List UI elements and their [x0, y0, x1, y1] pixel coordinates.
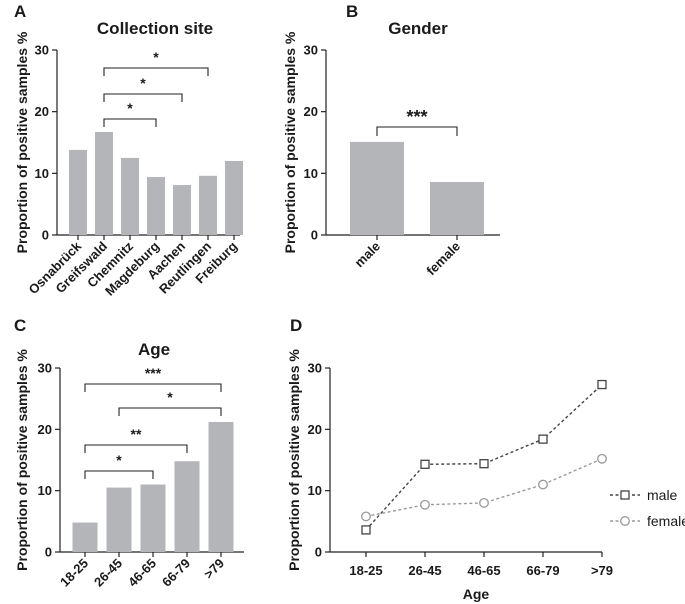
legend-label: male: [647, 487, 678, 503]
significance-bracket: [103, 93, 183, 102]
y-tick-label: 20: [38, 422, 52, 437]
significance-label: **: [131, 426, 142, 442]
point-male: [597, 379, 607, 390]
y-tick-label: 0: [42, 228, 49, 243]
chart-title: Gender: [388, 19, 448, 38]
significance-bracket: [118, 407, 222, 416]
point-female: [597, 453, 607, 464]
significance-bracket: [103, 67, 209, 76]
x-category-label: 66-79: [526, 563, 559, 578]
bar-46-65: [140, 484, 166, 552]
x-category-label: 46-65: [125, 556, 159, 590]
bar-Greifswald: [95, 132, 113, 235]
bar-26-45: [106, 487, 132, 552]
y-tick-label: 30: [38, 361, 52, 376]
y-tick-label: 30: [308, 361, 322, 376]
point-male: [538, 434, 548, 444]
significance-label: *: [167, 389, 173, 405]
bar-18-25: [72, 522, 98, 552]
significance-bracket: [376, 126, 458, 136]
series-line-female: [365, 458, 603, 518]
significance-bracket: [84, 470, 154, 479]
panel-letter: B: [346, 2, 358, 21]
significance-label: ***: [145, 365, 162, 381]
y-tick-label: 0: [45, 545, 52, 560]
y-axis-label: Proportion of positive samples %: [286, 349, 302, 571]
panel-D: D Proportion of positive samples % 0 10 20 30…: [286, 316, 685, 602]
point-female: [420, 499, 430, 510]
x-category-label: >79: [591, 563, 613, 578]
y-tick-label: 10: [35, 166, 49, 181]
y-tick-label: 20: [35, 104, 49, 119]
y-tick-label: 0: [311, 228, 318, 243]
point-male: [361, 525, 371, 535]
y-tick-label: 20: [304, 104, 318, 119]
x-category-label: 46-65: [467, 563, 500, 578]
point-female: [361, 511, 371, 522]
significance-label: ***: [406, 107, 427, 127]
y-tick-label: 10: [308, 483, 322, 498]
point-female: [479, 497, 489, 508]
y-tick-label: 20: [308, 422, 322, 437]
x-category-label: 26-45: [91, 556, 125, 590]
bar-Reutlingen: [199, 175, 217, 235]
y-axis-label: Proportion of positive samples %: [14, 31, 30, 253]
significance-bracket: [103, 118, 157, 127]
point-male: [420, 459, 430, 469]
x-category-label: 18-25: [57, 556, 91, 590]
panel-letter: A: [14, 2, 26, 21]
panel-B: B Gender Proportion of positive samples % 0…: [282, 2, 500, 278]
point-male: [479, 459, 489, 469]
y-axis-label: Proportion of positive samples %: [282, 31, 298, 253]
bar-Aachen: [173, 185, 191, 235]
bar-66-79: [174, 461, 200, 552]
bar-female: [430, 181, 484, 235]
bar-Chemnitz: [121, 157, 139, 235]
legend-marker: [620, 490, 630, 500]
y-tick-label: 10: [304, 166, 318, 181]
significance-bracket: [84, 444, 188, 453]
significance-label: *: [116, 452, 122, 468]
significance-label: *: [153, 49, 159, 65]
x-category-label: female: [423, 239, 463, 279]
chart-title: Collection site: [97, 19, 213, 38]
x-category-label: male: [352, 239, 384, 271]
y-tick-label: 30: [35, 43, 49, 58]
x-category-label: 18-25: [349, 563, 382, 578]
bar-Freiburg: [225, 161, 243, 235]
y-tick-label: 0: [315, 545, 322, 560]
legend-label: female: [647, 513, 685, 529]
y-axis-label: Proportion of positive samples %: [14, 349, 30, 571]
x-category-label: 66-79: [159, 556, 193, 590]
x-axis-label: Age: [463, 586, 490, 602]
significance-bracket: [84, 383, 222, 392]
x-category-label: >79: [201, 556, 227, 582]
bar->79: [208, 421, 234, 552]
series-line-male: [365, 384, 603, 531]
point-female: [538, 479, 548, 490]
panel-C: C Age Proportion of positive samples % 0 10 2…: [14, 316, 244, 590]
bar-Magdeburg: [147, 177, 165, 235]
panel-letter: C: [14, 316, 26, 335]
bar-Osnabrück: [69, 149, 87, 235]
x-category-label: 26-45: [408, 563, 441, 578]
panel-letter: D: [290, 316, 302, 335]
chart-title: Age: [138, 340, 170, 359]
bar-male: [350, 141, 404, 235]
significance-label: *: [127, 100, 133, 116]
y-tick-label: 30: [304, 43, 318, 58]
legend-marker: [620, 516, 630, 526]
panel-A: A Collection site Proportion of positive s…: [14, 2, 243, 299]
significance-label: *: [140, 75, 146, 91]
y-tick-label: 10: [38, 483, 52, 498]
